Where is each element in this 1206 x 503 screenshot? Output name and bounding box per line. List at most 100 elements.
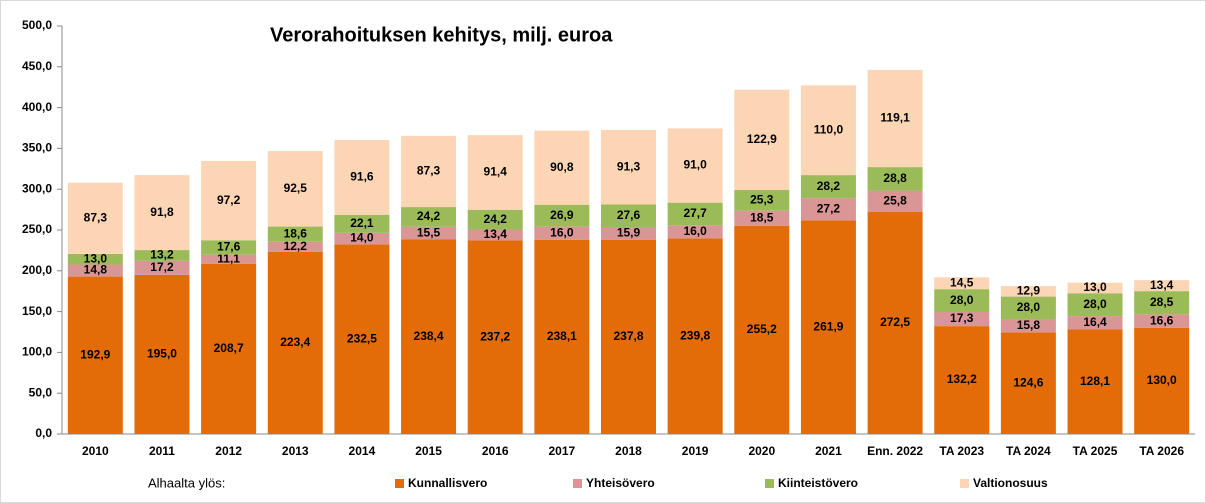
data-label: 16,0 [683, 224, 707, 238]
bar-segment [267, 251, 323, 434]
bar-segment [534, 239, 590, 434]
legend-label: Kiinteistövero [778, 476, 858, 490]
x-tick-label: 2016 [482, 444, 509, 458]
x-tick-label: 2021 [815, 444, 842, 458]
bar-segment [201, 254, 257, 264]
data-label: 13,4 [1150, 278, 1174, 292]
legend-title: Alhaalta ylös: [148, 475, 225, 490]
data-label: 27,7 [683, 206, 707, 220]
bar-segment [201, 240, 257, 255]
x-tick-label: 2019 [682, 444, 709, 458]
x-tick-label: TA 2025 [1073, 444, 1118, 458]
bar-segment [67, 253, 123, 265]
bar-segment [1000, 332, 1056, 434]
bar-segment [467, 229, 523, 241]
data-label: 130,0 [1147, 373, 1177, 387]
legend-label: Kunnallisvero [408, 476, 487, 490]
data-label: 14,5 [950, 275, 974, 289]
data-label: 28,0 [1017, 300, 1041, 314]
data-label: 91,4 [484, 165, 508, 179]
data-label: 28,0 [1083, 297, 1107, 311]
data-label: 87,3 [417, 164, 441, 178]
y-tick-label: 350,0 [22, 141, 52, 155]
data-label: 119,1 [880, 111, 910, 125]
bar-segment [467, 209, 523, 230]
data-label: 110,0 [814, 122, 844, 136]
data-label: 238,1 [547, 329, 577, 343]
bar-segment [734, 190, 790, 211]
data-label: 17,2 [150, 260, 174, 274]
bar-segment [867, 167, 923, 191]
data-label: 18,5 [750, 210, 774, 224]
x-tick-label: 2020 [748, 444, 775, 458]
y-tick-label: 500,0 [22, 18, 52, 32]
x-tick-label: 2015 [415, 444, 442, 458]
bar-segment [334, 232, 390, 245]
bar-segment [401, 207, 457, 227]
data-label: 132,2 [947, 372, 977, 386]
data-label: 223,4 [280, 335, 310, 349]
bar-segment [467, 240, 523, 434]
data-label: 16,0 [550, 225, 574, 239]
data-label: 90,8 [550, 160, 574, 174]
data-label: 28,8 [883, 171, 907, 185]
data-label: 14,0 [350, 231, 374, 245]
data-label: 238,4 [414, 329, 444, 343]
data-label: 239,8 [680, 328, 710, 342]
data-label: 237,8 [613, 329, 643, 343]
data-label: 91,6 [350, 170, 374, 184]
data-label: 24,2 [417, 209, 441, 223]
legend-label: Yhteisövero [586, 476, 655, 490]
bar-segment [1000, 319, 1056, 333]
legend-swatch [573, 479, 582, 488]
data-label: 24,2 [484, 212, 508, 226]
bar-segment [1134, 314, 1190, 328]
bar-segment [67, 182, 123, 254]
x-tick-label: 2017 [549, 444, 576, 458]
data-label: 97,2 [217, 193, 241, 207]
data-label: 17,3 [950, 311, 974, 325]
bar-segment [601, 204, 656, 227]
bar-segment [134, 175, 190, 251]
bar-segment [201, 160, 257, 241]
bar-segment [867, 190, 923, 212]
y-tick-label: 50,0 [29, 385, 53, 399]
data-label: 16,4 [1083, 315, 1107, 329]
data-label: 25,3 [750, 193, 774, 207]
bar-segment [1134, 280, 1190, 292]
x-tick-label: TA 2023 [939, 444, 984, 458]
data-label: 26,9 [550, 208, 574, 222]
bar-segment [867, 69, 923, 168]
y-tick-label: 250,0 [22, 222, 52, 236]
bar-segment [534, 226, 590, 240]
legend-swatch [960, 479, 969, 488]
bar-segment [67, 264, 123, 277]
x-tick-label: TA 2024 [1006, 444, 1051, 458]
data-label: 195,0 [147, 347, 177, 361]
bar-segment [800, 220, 856, 434]
data-label: 255,2 [747, 322, 777, 336]
data-label: 12,9 [1017, 283, 1041, 297]
bar-segment [934, 312, 990, 327]
bar-segment [667, 238, 723, 434]
data-label: 91,3 [617, 159, 641, 173]
data-label: 28,2 [817, 179, 841, 193]
x-tick-label: 2014 [349, 444, 376, 458]
x-tick-label: 2018 [615, 444, 642, 458]
data-label: 237,2 [480, 329, 510, 343]
x-tick-label: 2012 [215, 444, 242, 458]
bar-segment [334, 244, 390, 434]
legend-swatch [765, 479, 774, 488]
bar-segment [267, 151, 323, 227]
bar-segment [67, 276, 123, 434]
y-tick-label: 450,0 [22, 59, 52, 73]
bar-segment [401, 226, 457, 240]
data-label: 18,6 [284, 226, 308, 240]
data-label: 91,8 [150, 205, 174, 219]
data-label: 28,5 [1150, 295, 1174, 309]
bar-segment [1134, 327, 1190, 434]
bar-segment [1067, 329, 1123, 434]
bar-segment [800, 198, 856, 221]
bar-segment [1067, 293, 1123, 317]
bar-segment [601, 239, 656, 434]
